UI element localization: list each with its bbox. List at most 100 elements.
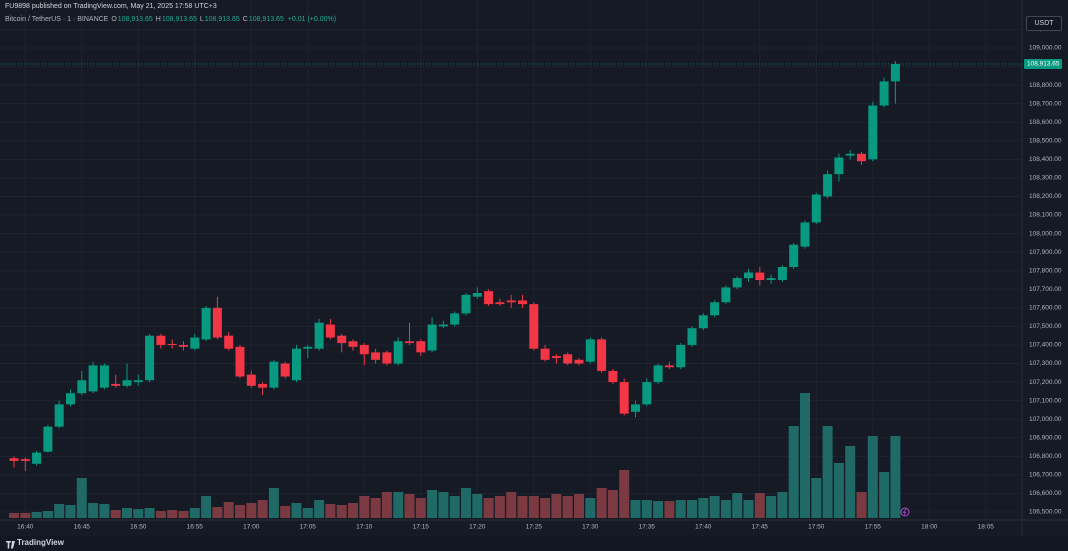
volume-bar (20, 513, 31, 518)
volume-bar (76, 478, 87, 518)
candle-body (314, 322, 324, 349)
volume-bar (506, 492, 517, 518)
volume-bar (144, 508, 155, 518)
volume-bar (551, 494, 562, 518)
candle-body (800, 222, 810, 247)
candle-body (54, 404, 64, 427)
x-tick-label: 17:25 (526, 524, 543, 531)
candle-body (710, 302, 720, 316)
y-tick-label: 108,600.00 (1029, 119, 1062, 126)
volume-bar (833, 463, 844, 518)
candle-body (111, 383, 121, 386)
candle-body (145, 335, 155, 381)
ohlc-value: 108,913.65 (204, 16, 240, 23)
x-tick-label: 17:35 (639, 524, 656, 531)
volume-bar (800, 393, 810, 518)
x-tick-label: 17:10 (356, 524, 373, 531)
brand-logo (6, 541, 15, 549)
x-tick-label: 16:40 (17, 524, 34, 531)
volume-bar (890, 436, 901, 518)
candle-body (529, 304, 539, 349)
y-tick-label: 106,500.00 (1029, 509, 1062, 516)
volume-bar (9, 513, 19, 518)
candle-body (518, 300, 527, 305)
symbol: Bitcoin / TetherUS · 1 · BINANCE (5, 16, 109, 23)
volume-bar (280, 506, 291, 518)
volume-bar (845, 446, 856, 518)
candle-body (371, 352, 381, 360)
x-tick-label: 16:45 (74, 524, 91, 531)
candle-body (495, 302, 505, 305)
candle-body (167, 344, 177, 346)
y-tick-label: 108,300.00 (1029, 175, 1062, 182)
volume-bar (619, 470, 630, 518)
volume-bar (65, 505, 76, 518)
candle-body (77, 380, 87, 394)
ohlc-legend: O108,913.65 H108,913.65 L108,913.65 C108… (111, 16, 286, 23)
event-marker[interactable] (900, 507, 910, 517)
y-tick-label: 106,800.00 (1029, 453, 1062, 460)
y-tick-label: 107,100.00 (1029, 397, 1062, 404)
volume-bar (212, 507, 223, 518)
candle-body (393, 341, 403, 364)
x-tick-label: 17:00 (243, 524, 260, 531)
volume-bar (574, 494, 584, 518)
candle-body (676, 344, 686, 368)
publish-info: FU9898 published on TradingView.com, May… (5, 3, 217, 10)
candle-body (834, 157, 844, 175)
x-tick-label: 17:55 (865, 524, 882, 531)
candle-body (99, 365, 109, 388)
y-tick-label: 106,600.00 (1029, 490, 1062, 497)
candle-body (405, 341, 414, 344)
candle-body (280, 363, 290, 377)
candle-body (382, 352, 392, 364)
volume-bar (427, 490, 438, 518)
candle-body (744, 272, 753, 279)
volume-bar (822, 426, 833, 518)
volume-bar (314, 500, 325, 518)
volume-bar (336, 505, 347, 518)
volume-bar (743, 500, 754, 518)
volume-bar (178, 511, 189, 518)
volume-bar (348, 503, 358, 518)
y-tick-label: 107,200.00 (1029, 379, 1062, 386)
y-tick-label: 107,000.00 (1029, 416, 1062, 423)
candle-body (212, 307, 222, 338)
candles (9, 60, 900, 472)
ohlc-label: L (199, 16, 204, 23)
candle-body (269, 361, 279, 388)
y-tick-label: 107,600.00 (1029, 305, 1062, 312)
volume-bar (585, 498, 596, 518)
volume-bar (472, 494, 483, 518)
x-tick-label: 17:05 (300, 524, 317, 531)
candle-body (20, 459, 30, 461)
volume-bar (867, 436, 878, 518)
volume-bar (720, 500, 731, 518)
footer-bar (0, 536, 1068, 551)
volume-bar (494, 496, 505, 518)
volume-bar (110, 510, 121, 518)
volume-bar (291, 503, 302, 518)
candle-body (574, 359, 584, 364)
candle-body (472, 292, 482, 297)
candle-body (9, 458, 19, 461)
volume-bar (653, 501, 664, 518)
currency-button[interactable]: USDT (1026, 16, 1062, 31)
volume-bar (461, 488, 471, 518)
candle-body (766, 278, 776, 280)
volume-bar (483, 498, 494, 518)
candle-body (789, 244, 799, 267)
y-tick-label: 107,500.00 (1029, 323, 1062, 330)
volume-bar (607, 490, 618, 518)
y-tick-label: 108,400.00 (1029, 156, 1062, 163)
candle-body (190, 337, 200, 349)
candle-body (32, 452, 42, 464)
volume-bar (54, 504, 65, 518)
candle-body (631, 404, 640, 412)
candle-body (698, 315, 708, 329)
candle-body (156, 335, 166, 345)
last-price-tag (1024, 58, 1062, 69)
y-tick-label: 106,700.00 (1029, 472, 1062, 479)
